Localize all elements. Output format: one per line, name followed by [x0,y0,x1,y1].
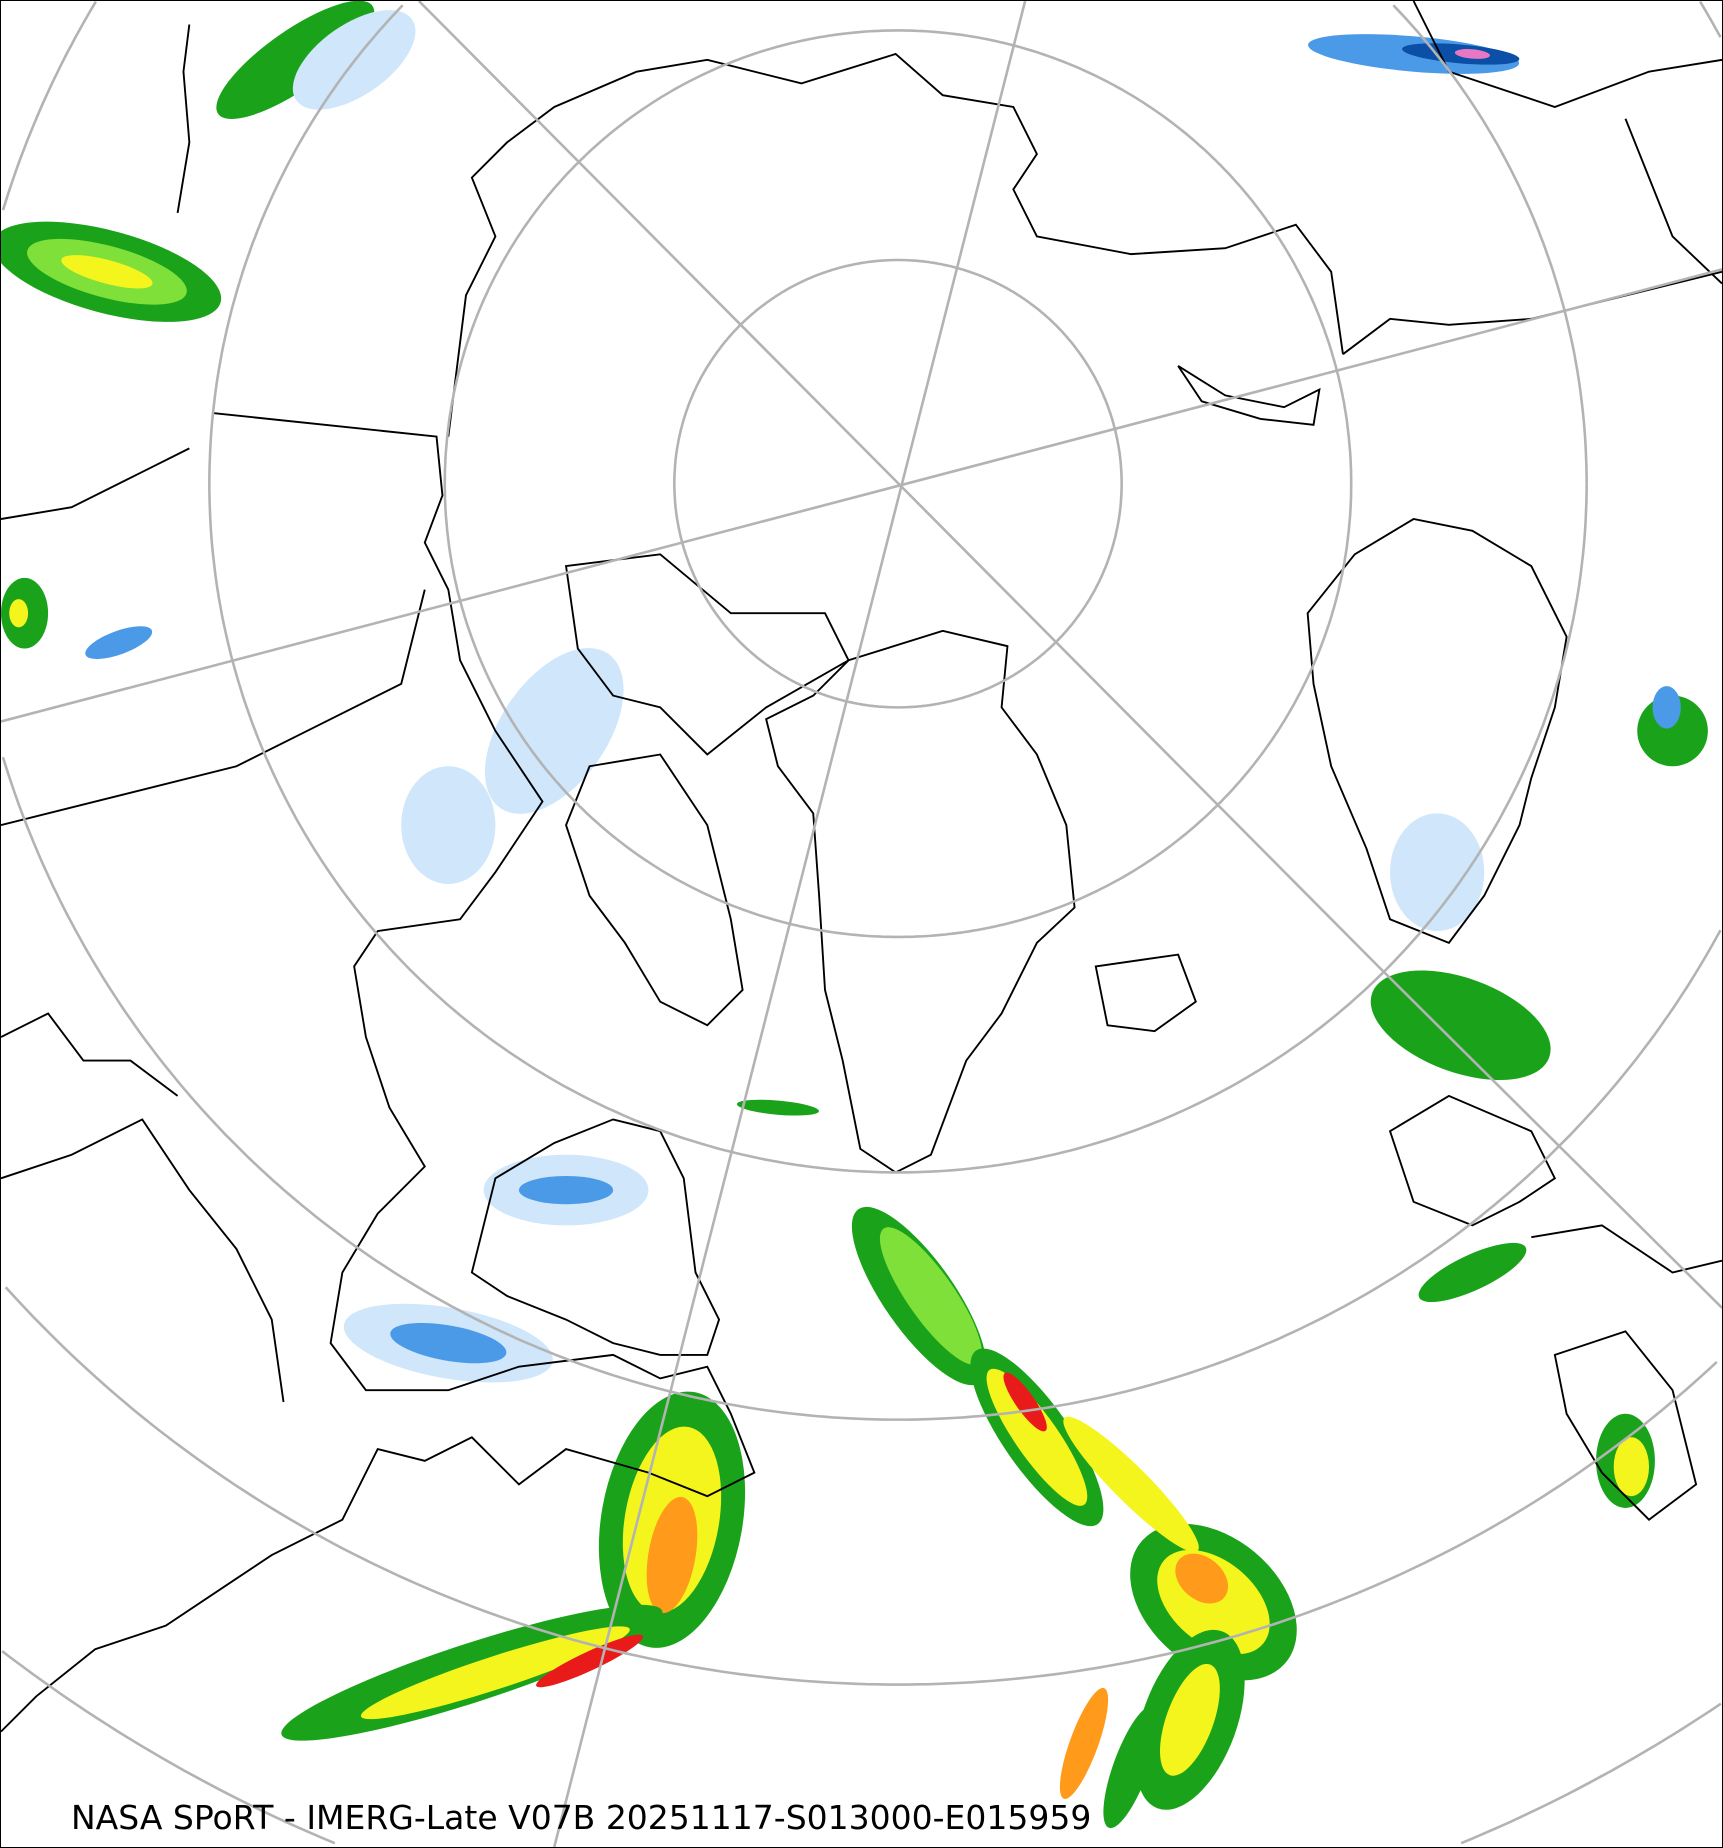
precip-area [360,1626,630,1720]
meridian-line [1,268,1722,723]
precip-area [1003,1372,1047,1432]
coastline [1,447,190,520]
map-caption: NASA SPoRT - IMERG-Late V07B 20251117-S0… [71,1798,1092,1837]
coastline [447,52,1344,437]
precip-area [986,1368,1088,1506]
precip-area [736,1099,819,1116]
latitude-circle [1,1650,336,1845]
latitude-circle [1,1,97,211]
meridian-line [553,1,1027,1847]
coastline [1,412,756,1733]
meridian-line [417,1,1380,968]
coastline [1624,118,1722,285]
precip-area [536,1634,644,1688]
precip-area [1613,1437,1650,1497]
precip-area [1175,1553,1229,1604]
coastline [564,553,850,756]
coastline [1,1012,179,1097]
coastline [470,1118,721,1356]
latitude-circle [443,29,1353,939]
coastline [1388,1094,1557,1227]
precip-area [390,1322,507,1364]
precip-area [1103,1705,1159,1829]
precip-area [1418,1242,1527,1303]
coastline [1531,1224,1722,1274]
precip-area [401,766,496,884]
precip-area [646,1496,698,1614]
precip-area [1059,1687,1109,1799]
coastline [1412,1,1722,108]
coastlines-layer [1,1,1722,1733]
latitude-circle [1460,1702,1722,1845]
precip-area [879,1227,982,1365]
latitude-circle [4,1286,1718,1686]
precip-area [1063,1416,1199,1553]
precip-area [85,626,153,660]
precip-area [1370,970,1551,1080]
precip-area [484,648,624,814]
coastline [765,629,1076,1174]
precip-area [1390,813,1485,932]
precip-area [216,1,375,120]
latitude-circle [1392,4,1588,484]
precip-area [1652,686,1681,729]
coastline [1553,1330,1698,1521]
precip-area [1160,1663,1220,1776]
coastline [1,589,426,827]
coastline [1177,365,1321,426]
latitude-circle [208,4,1588,1174]
coastline [176,24,191,214]
coastline [1,1118,285,1403]
latitude-circle [1,756,1722,1421]
precip-area [1454,49,1491,59]
coastline [565,753,744,1027]
precip-area [518,1175,614,1205]
meridian-line [1377,965,1722,1309]
latitude-circle [673,258,1123,709]
coastline [1306,518,1568,944]
coastline [1094,953,1197,1033]
precip-area [61,255,153,289]
latitude-circle [1698,1,1722,38]
precip-area [9,599,29,628]
